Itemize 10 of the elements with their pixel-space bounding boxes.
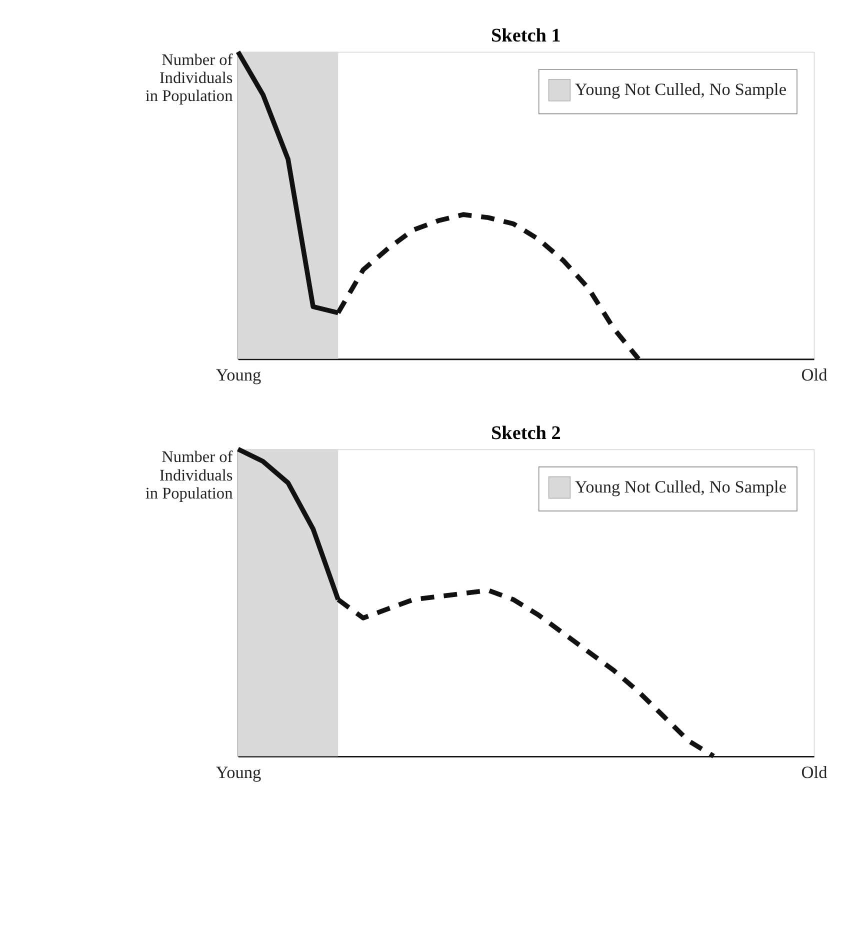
- x-tick-label: Young: [216, 762, 262, 782]
- y-axis-title: Number of Individuals in Population: [145, 447, 234, 503]
- x-tick-label: Old: [801, 365, 828, 384]
- y-axis-title: Number of Individuals in Population: [145, 50, 234, 106]
- chart-title: Sketch 2: [490, 423, 561, 444]
- x-tick-label: Old: [801, 762, 828, 782]
- chart-title: Sketch 1: [490, 26, 561, 47]
- legend-label: Young Not Culled, No Sample: [574, 477, 787, 496]
- legend-label: Young Not Culled, No Sample: [574, 80, 787, 99]
- x-tick-label: Young: [216, 365, 262, 384]
